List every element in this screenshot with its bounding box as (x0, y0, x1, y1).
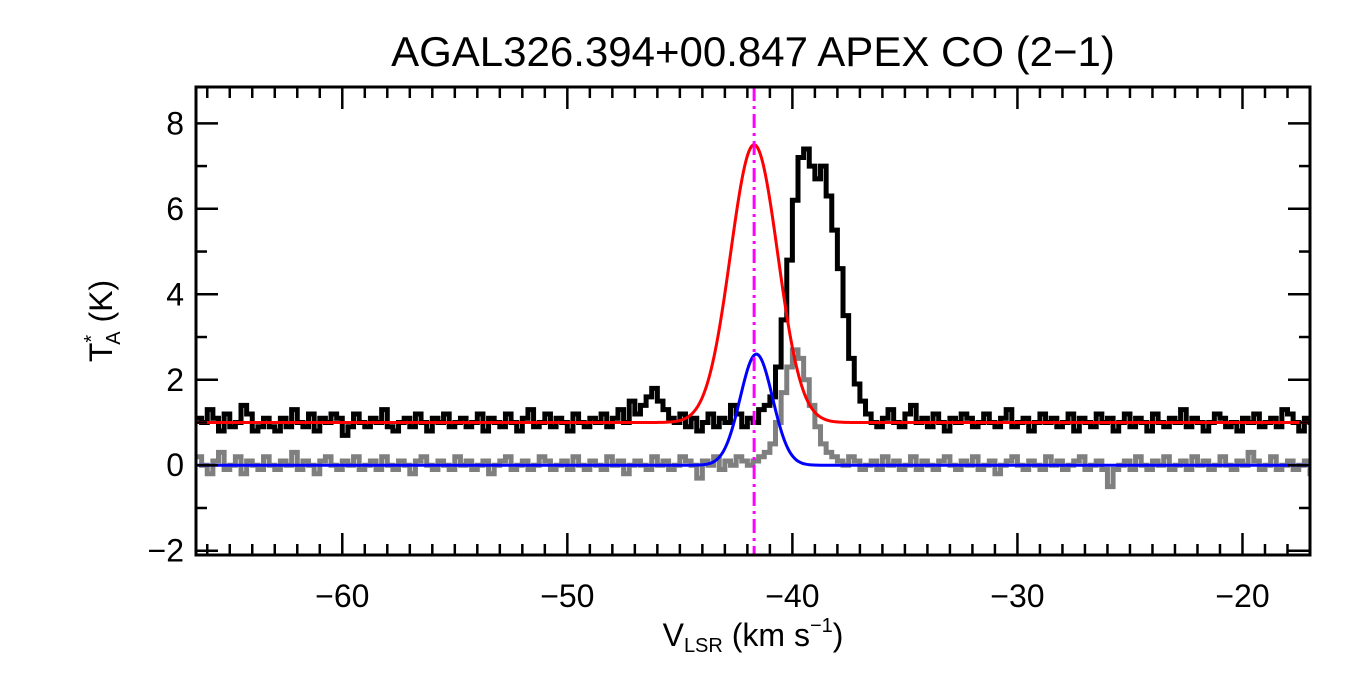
y-axis-label-sub: A (103, 331, 125, 345)
gaussian-fit-blue-line (196, 352, 1310, 467)
x-tick-label: −60 (315, 578, 369, 614)
x-tick-label: −50 (540, 578, 594, 614)
y-axis-label: T*A (K) (81, 280, 125, 362)
chart-title: AGAL326.394+00.847 APEX CO (2−1) (391, 28, 1115, 75)
y-tick-label: 8 (166, 105, 184, 141)
co-spectrum-series (196, 146, 1310, 438)
x-tick-label: −20 (1215, 578, 1269, 614)
y-tick-label: 4 (166, 276, 184, 312)
x-axis-label-sup: −1 (810, 615, 833, 637)
x-tick-label: −30 (990, 578, 1044, 614)
series-layer (196, 143, 1310, 490)
plot-area (196, 87, 1310, 555)
x-axis-label-sub: LSR (684, 635, 723, 657)
x-axis-label-main: V (663, 617, 685, 653)
y-axis-label-rest: (K) (83, 280, 119, 332)
x-axis-label-end: ) (833, 617, 844, 653)
x-axis-label-rest: (km s (723, 617, 810, 653)
y-axis-label-main: T (83, 343, 119, 363)
axes-layer (194, 85, 1312, 557)
plot-frame (194, 85, 1312, 557)
y-tick-label: 6 (166, 191, 184, 227)
y-tick-label: 0 (166, 447, 184, 483)
y-tick-label: −2 (148, 533, 184, 569)
y-axis-label-sup: * (81, 335, 103, 343)
y-tick-label: 2 (166, 362, 184, 398)
x-axis-label: VLSR (km s−1) (663, 615, 844, 657)
x-tick-label: −40 (765, 578, 819, 614)
